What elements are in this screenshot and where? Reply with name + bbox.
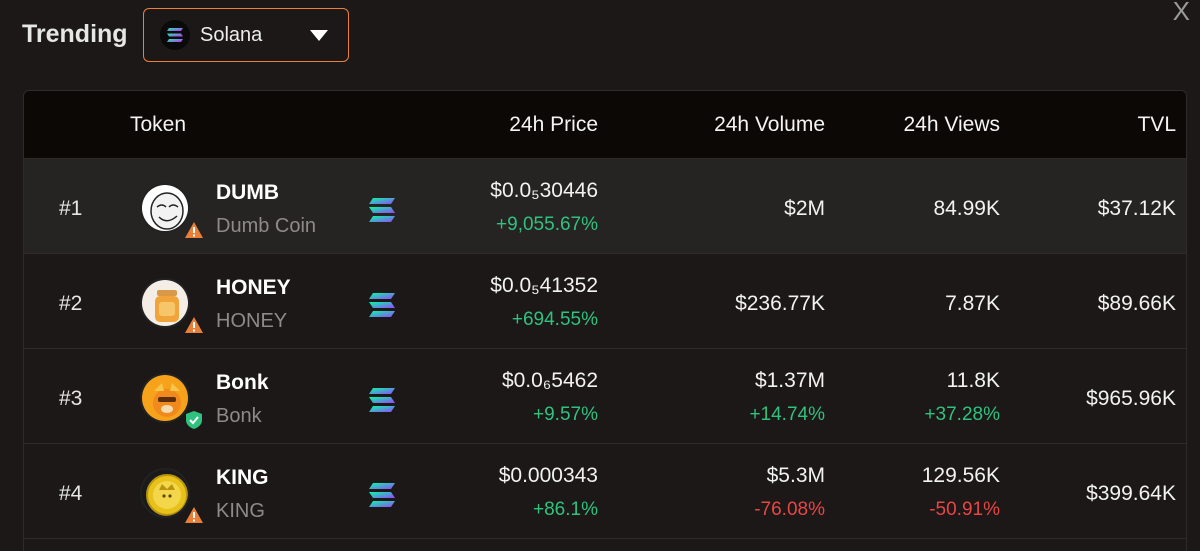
token-avatar bbox=[140, 278, 190, 328]
warning-icon bbox=[184, 506, 204, 524]
column-header-views[interactable]: 24h Views bbox=[903, 113, 1000, 136]
token-symbol: KING bbox=[216, 466, 269, 489]
price-value: $0.0₅41352 bbox=[490, 274, 598, 297]
token-symbol: HONEY bbox=[216, 276, 291, 299]
token-symbol: Bonk bbox=[216, 371, 269, 394]
views-change: +37.28% bbox=[924, 404, 1000, 425]
views-value: 129.56K bbox=[921, 464, 1000, 487]
volume-value: $236.77K bbox=[735, 292, 825, 315]
page-title: Trending bbox=[22, 20, 128, 48]
column-header-tvl[interactable]: TVL bbox=[1137, 113, 1176, 136]
price-value: $0.000343 bbox=[498, 464, 598, 487]
close-button[interactable]: X bbox=[1172, 0, 1190, 26]
price-change: +9.57% bbox=[533, 404, 598, 425]
volume-change: -76.08% bbox=[754, 499, 825, 520]
tvl-value: $399.64K bbox=[1086, 482, 1176, 505]
token-name: HONEY bbox=[216, 310, 288, 332]
token-symbol: DUMB bbox=[216, 181, 279, 204]
views-value: 7.87K bbox=[945, 292, 1000, 315]
tvl-value: $89.66K bbox=[1097, 292, 1176, 315]
warning-icon bbox=[184, 316, 204, 334]
table-row[interactable]: #2 HONEY HONEY bbox=[24, 254, 1186, 349]
price-value: $0.0₅30446 bbox=[490, 179, 598, 202]
volume-change: +14.74% bbox=[749, 404, 825, 425]
verified-shield-icon bbox=[184, 411, 204, 429]
chain-selector-dropdown[interactable]: Solana bbox=[143, 8, 349, 62]
column-header-volume[interactable]: 24h Volume bbox=[714, 113, 825, 136]
chain-selector-label: Solana bbox=[200, 23, 263, 46]
rank-label: #1 bbox=[59, 197, 83, 220]
warning-icon bbox=[184, 221, 204, 239]
table-row[interactable]: #1 DUMB Dumb Coin bbox=[24, 159, 1186, 254]
solana-chain-icon bbox=[368, 482, 396, 508]
table-row[interactable]: #3 Bonk Bonk bbox=[24, 349, 1186, 444]
price-change: +86.1% bbox=[533, 499, 598, 520]
token-avatar bbox=[140, 183, 190, 233]
rank-label: #4 bbox=[59, 482, 83, 505]
tvl-value: $37.12K bbox=[1097, 197, 1176, 220]
token-avatar bbox=[140, 373, 190, 423]
volume-value: $5.3M bbox=[766, 464, 825, 487]
column-header-price[interactable]: 24h Price bbox=[509, 113, 598, 136]
tvl-value: $965.96K bbox=[1086, 387, 1176, 410]
rank-label: #2 bbox=[59, 292, 83, 315]
token-name: KING bbox=[216, 500, 265, 522]
volume-value: $1.37M bbox=[754, 369, 825, 392]
price-value: $0.0₆5462 bbox=[501, 369, 598, 392]
token-avatar bbox=[140, 468, 190, 518]
price-change: +9,055.67% bbox=[496, 214, 598, 235]
views-change: -50.91% bbox=[929, 499, 1000, 520]
rank-label: #3 bbox=[59, 387, 83, 410]
token-name: Bonk bbox=[216, 405, 262, 427]
table-row[interactable]: #4 KING KING bbox=[24, 444, 1186, 539]
token-name: Dumb Coin bbox=[216, 215, 317, 237]
solana-chain-icon bbox=[368, 197, 396, 223]
solana-logo-icon bbox=[160, 20, 190, 50]
chevron-down-icon bbox=[310, 30, 328, 41]
views-value: 84.99K bbox=[933, 197, 1000, 220]
table-header: Token 24h Price 24h Volume 24h Views TVL bbox=[24, 91, 1186, 159]
volume-value: $2M bbox=[784, 197, 825, 220]
trending-table: Token 24h Price 24h Volume 24h Views TVL… bbox=[23, 90, 1187, 551]
price-change: +694.55% bbox=[511, 309, 598, 330]
column-header-token[interactable]: Token bbox=[130, 113, 187, 136]
solana-chain-icon bbox=[368, 387, 396, 413]
solana-chain-icon bbox=[368, 292, 396, 318]
views-value: 11.8K bbox=[946, 369, 1000, 392]
